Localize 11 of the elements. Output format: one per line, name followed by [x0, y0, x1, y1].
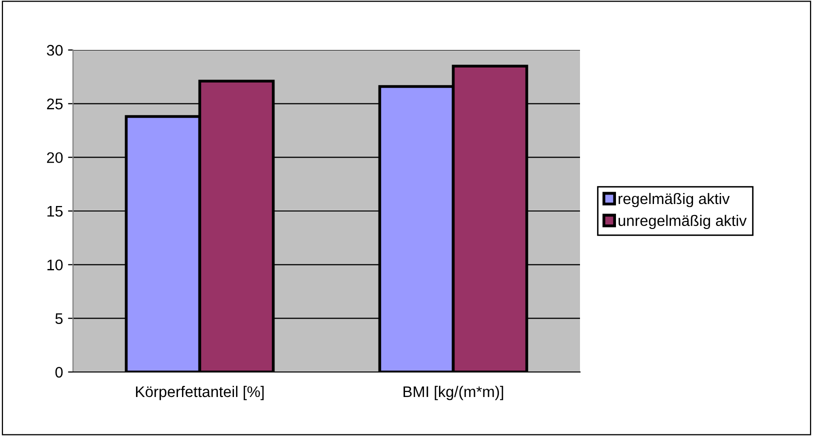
y-tick-label: 10: [47, 260, 63, 270]
y-tick-label: 20: [47, 152, 63, 164]
y-tick-label: 0: [55, 366, 63, 378]
y-tick-label: 5: [55, 313, 63, 324]
legend-label: unregelmäßig aktiv: [618, 214, 747, 230]
legend-label: regelmäßig aktiv: [618, 192, 730, 208]
y-tick-label: 30: [46, 44, 63, 56]
x-tick-label: Körperfettanteil [%]: [136, 386, 264, 400]
x-tick-label: BMI [kg/(m*m)]: [404, 386, 504, 400]
y-tick-label: 15: [47, 206, 63, 217]
y-tick-label: 25: [47, 98, 63, 110]
